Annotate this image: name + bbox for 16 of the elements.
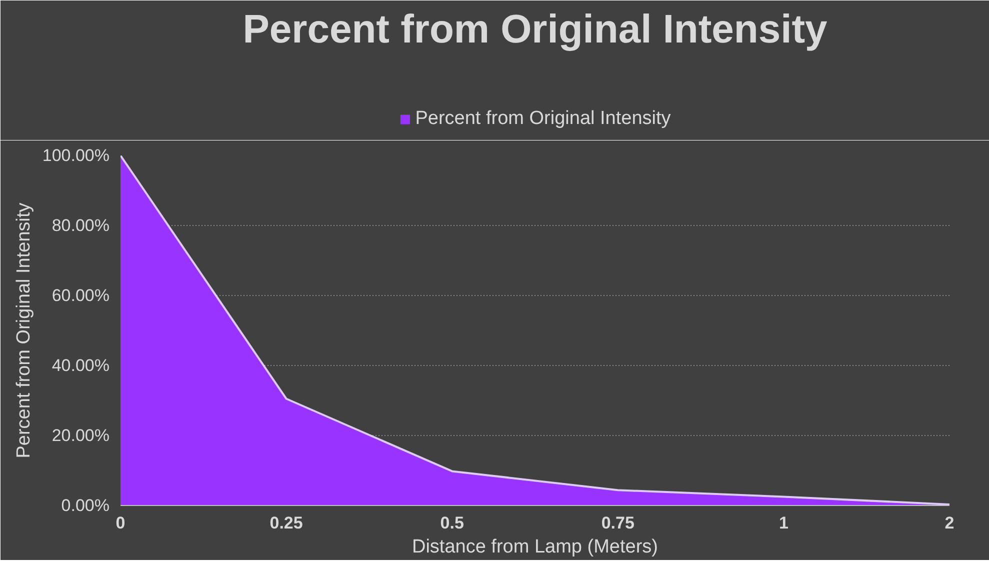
x-tick-label: 1 [778,514,788,532]
x-tick-label: 0.75 [601,514,634,532]
legend-label: Percent from Original Intensity [415,108,671,130]
x-tick-label: 0 [116,514,126,532]
y-tick-label: 60.00% [52,286,110,305]
x-tick-label: 2 [944,514,954,532]
y-tick-label: 100.00% [42,146,110,165]
chart-title: Percent from Original Intensity [242,8,828,52]
y-tick-label: 80.00% [52,216,110,235]
x-axis-title: Distance from Lamp (Meters) [412,536,658,558]
x-tick-label: 0.25 [270,514,303,532]
y-tick-label: 20.00% [52,426,110,445]
x-tick-label: 0.5 [440,514,464,532]
y-tick-label: 40.00% [52,356,110,375]
y-axis-title: Percent from Original Intensity [13,202,34,458]
y-tick-label: 0.00% [61,496,110,515]
